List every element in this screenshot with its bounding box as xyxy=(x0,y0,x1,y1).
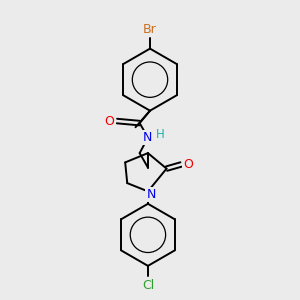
Text: N: N xyxy=(143,131,153,144)
Text: O: O xyxy=(183,158,193,171)
Text: H: H xyxy=(156,128,165,141)
Text: O: O xyxy=(105,115,115,128)
Text: N: N xyxy=(146,188,156,201)
Text: Cl: Cl xyxy=(142,279,154,292)
Text: Br: Br xyxy=(143,23,157,37)
